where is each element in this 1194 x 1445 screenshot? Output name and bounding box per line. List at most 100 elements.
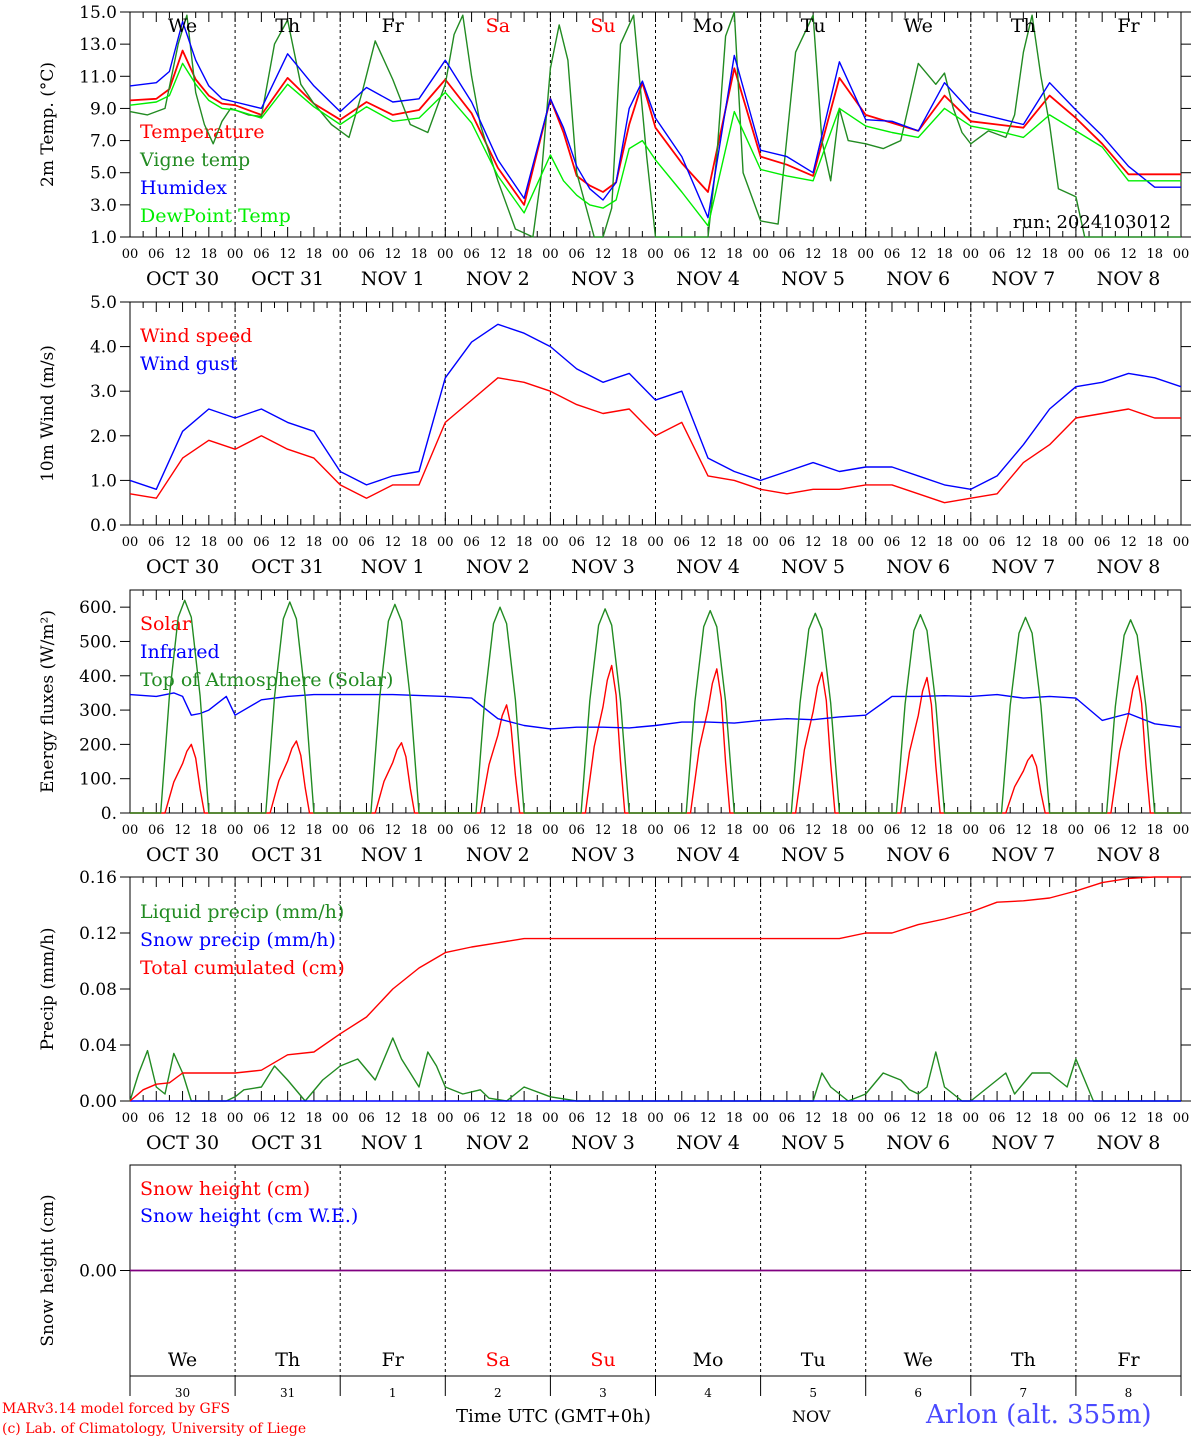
hour-tick-label: 00 [647,823,664,838]
legend-top-of-atmosphere-solar: Top of Atmosphere (Solar) [140,669,393,691]
hour-tick-label: 06 [463,1111,480,1126]
date-label: NOV 2 [466,1132,530,1154]
hour-tick-label: 18 [831,823,848,838]
y-tick-label-wind: 1.0 [90,471,117,491]
day-of-week-label: Th [1011,15,1036,37]
y-axis-label-snow: Snow height (cm) [38,1194,58,1346]
series-line-temperature [129,49,1181,206]
hour-tick-label: 12 [595,823,612,838]
date-label: NOV 4 [676,1132,740,1154]
hour-tick-label: 06 [358,1111,375,1126]
date-label: OCT 30 [146,268,219,290]
bottom-date-number: 5 [809,1386,817,1400]
bottom-date-number: 7 [1020,1386,1028,1400]
hour-tick-label: 00 [857,1111,874,1126]
series-line-dewpoint-temp [129,62,1181,227]
hour-tick-label: 06 [463,535,480,550]
y-tick-label-snow: 0.00 [79,1262,117,1282]
hour-tick-label: 00 [332,535,349,550]
y-tick-label-flux: 100. [79,770,117,790]
hour-tick-label: 00 [1173,247,1190,262]
bottom-date-number: 1 [389,1386,397,1400]
bottom-date-number: 2 [494,1386,502,1400]
hour-tick-label: 12 [1015,1111,1032,1126]
hour-tick-label: 06 [1094,535,1111,550]
legend-snow-height-cm: Snow height (cm) [140,1178,310,1200]
date-label: OCT 30 [146,844,219,866]
hour-tick-label: 06 [568,535,585,550]
credit-line-1: MARv3.14 model forced by GFS [2,1401,231,1417]
hour-tick-label: 00 [332,823,349,838]
date-label: OCT 31 [251,844,324,866]
hour-tick-label: 12 [490,247,507,262]
hour-tick-label: 06 [568,247,585,262]
hour-tick-label: 00 [752,535,769,550]
hour-tick-label: 12 [910,1111,927,1126]
hour-tick-label: 06 [884,1111,901,1126]
hour-tick-label: 18 [411,535,428,550]
date-label: NOV 4 [676,556,740,578]
hour-tick-label: 12 [700,247,717,262]
series-line-wind-speed [129,377,1181,504]
date-label: NOV 5 [781,268,845,290]
bottom-date-number: 4 [704,1386,712,1400]
bottom-date-number: 31 [280,1386,295,1400]
date-label: NOV 7 [991,556,1055,578]
date-label: NOV 6 [886,1132,950,1154]
y-tick-label-flux: 500. [79,632,117,652]
hour-tick-label: 18 [516,1111,533,1126]
hour-tick-label: 00 [857,823,874,838]
hour-tick-label: 00 [437,535,454,550]
y-tick-label-temp: 9.0 [90,99,117,119]
date-label: OCT 30 [146,556,219,578]
hour-tick-label: 06 [253,823,270,838]
series-line-vigne-temp [129,11,1181,238]
hour-tick-label: 18 [726,247,743,262]
hour-tick-label: 00 [437,1111,454,1126]
hour-tick-label: 18 [1041,823,1058,838]
hour-tick-label: 06 [674,1111,691,1126]
hour-tick-label: 00 [332,247,349,262]
y-tick-label-temp: 11.0 [79,67,117,87]
y-axis-label-flux: Energy fluxes (W/m²) [38,610,58,793]
hour-tick-label: 00 [1068,1111,1085,1126]
hour-tick-label: 18 [726,823,743,838]
series-line-top-of-atmosphere-solar [130,599,1181,814]
bottom-day-of-week-label: We [904,1349,933,1371]
y-tick-label-temp: 5.0 [90,164,117,184]
hour-tick-label: 00 [227,247,244,262]
hour-tick-label: 18 [516,823,533,838]
y-tick-label-flux: 300. [79,701,117,721]
hour-tick-label: 18 [411,823,428,838]
hour-tick-label: 06 [989,247,1006,262]
date-label: NOV 4 [676,268,740,290]
bottom-date-number: 3 [599,1386,607,1400]
hour-tick-label: 06 [989,823,1006,838]
hour-tick-label: 00 [1068,247,1085,262]
hour-tick-label: 18 [1146,247,1163,262]
hour-tick-label: 18 [201,823,218,838]
y-tick-label-temp: 13.0 [79,35,117,55]
hour-tick-label: 18 [621,247,638,262]
hour-tick-label: 06 [1094,247,1111,262]
hour-tick-label: 12 [384,823,401,838]
hour-tick-label: 18 [306,823,323,838]
legend-snow-height-cm-w-e: Snow height (cm W.E.) [140,1205,358,1227]
hour-tick-label: 00 [963,823,980,838]
hour-tick-label: 06 [779,1111,796,1126]
bottom-day-of-week-label: Fr [1117,1349,1140,1371]
hour-tick-label: 18 [831,247,848,262]
hour-tick-label: 06 [1094,1111,1111,1126]
y-tick-label-precip: 0.00 [79,1092,117,1112]
y-tick-label-precip: 0.16 [79,868,117,888]
hour-tick-label: 06 [884,535,901,550]
hour-tick-label: 12 [490,1111,507,1126]
day-of-week-label: Su [590,15,615,37]
date-label: NOV 1 [361,268,425,290]
bottom-day-of-week-label: Su [590,1349,615,1371]
legend-vigne-temp: Vigne temp [139,149,250,171]
hour-tick-label: 18 [1041,247,1058,262]
hour-tick-label: 18 [621,823,638,838]
hour-tick-label: 00 [963,1111,980,1126]
bottom-day-of-week-label: Fr [382,1349,405,1371]
